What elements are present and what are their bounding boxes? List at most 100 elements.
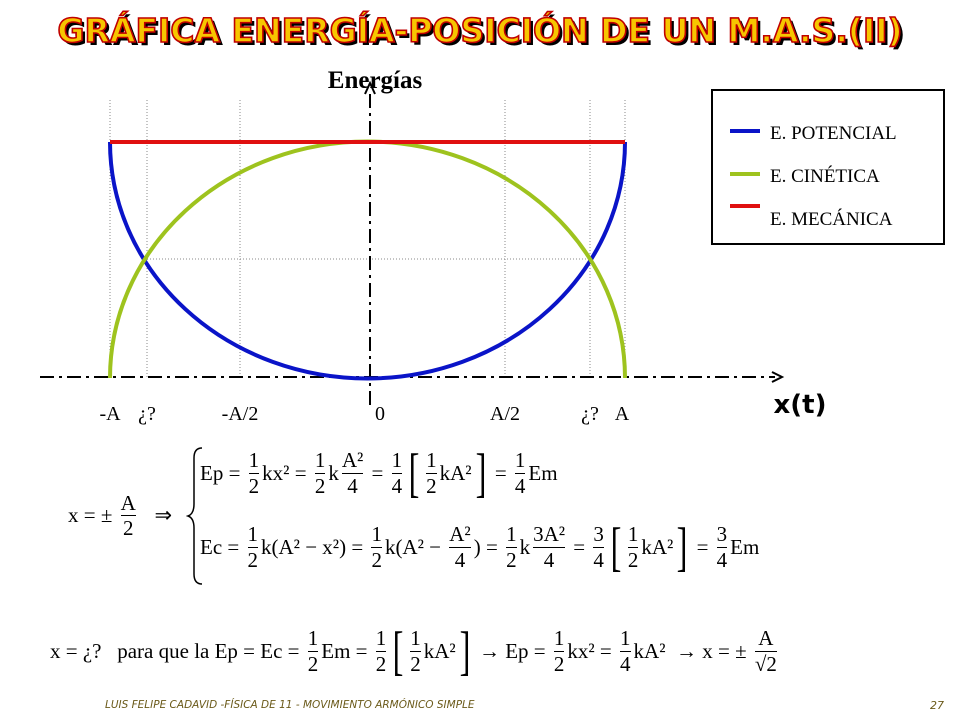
equation: x = ¿? para que la Ep = Ec = 1 2 Em = 1 2[1… [50, 624, 780, 678]
denominator: √2 [754, 651, 777, 676]
fraction-bar [716, 546, 728, 548]
numerator: 1 [247, 522, 259, 547]
fraction-bar [391, 472, 403, 474]
footer: LUIS FELIPE CADAVID -FÍSICA DE 11 - MOVI… [105, 699, 475, 711]
x-tick-label: ¿? [138, 403, 156, 425]
numerator: 3 [593, 522, 604, 547]
denominator: 4 [593, 547, 604, 572]
math-text: ⇒ [138, 503, 173, 528]
fraction-bar [627, 546, 639, 548]
y-label: Energías [328, 67, 423, 94]
fraction-bar [120, 515, 136, 517]
x-label: x(t) [774, 390, 827, 420]
numerator: A² [341, 448, 364, 473]
x-tick-label: -A [99, 403, 121, 425]
fraction-bar [314, 472, 326, 474]
numerator: 1 [248, 448, 260, 473]
bracket: ] [676, 517, 688, 577]
denominator: 2 [627, 547, 639, 572]
denominator: 2 [122, 516, 134, 541]
numerator: 1 [314, 448, 326, 473]
legend-box [711, 89, 945, 245]
x-tick-label: A [615, 403, 630, 425]
fraction-bar [307, 650, 319, 652]
equation: Ep = 1 2 kx² = 1 2 k A² 4 = 1 4[1 2 kA²] = 1 4 Em [200, 446, 558, 500]
denominator: 2 [410, 651, 421, 676]
brace [186, 447, 203, 585]
fraction-bar [533, 546, 566, 548]
fraction-bar [248, 472, 260, 474]
denominator: 2 [506, 547, 517, 572]
legend-label: E. CINÉTICA [770, 165, 880, 187]
numerator: 1 [375, 626, 387, 651]
math-text: k [519, 534, 531, 559]
numerator: 1 [514, 448, 526, 473]
math-text: = [691, 534, 714, 559]
math-text: x = ± [68, 503, 118, 528]
math-text: k(A² − [384, 534, 447, 559]
x-tick-label: ¿? [581, 403, 599, 425]
math-text: Em [528, 460, 558, 485]
denominator: 4 [454, 547, 466, 572]
x-tick-label: 0 [375, 403, 385, 425]
math-text: = [489, 460, 512, 485]
math-text: k(A² − x²) = [261, 534, 369, 559]
denominator: 4 [620, 651, 631, 676]
denominator: 2 [247, 547, 259, 572]
denominator: 4 [543, 547, 555, 572]
numerator: A² [449, 522, 471, 547]
title-shadow: GRÁFICA ENERGÍA-POSICIÓN DE UN M.A.S.(II… [60, 13, 905, 53]
fraction-bar [426, 472, 437, 474]
fraction-bar [514, 472, 526, 474]
denominator: 2 [371, 547, 382, 572]
legend-label: E. MECÁNICA [770, 208, 893, 230]
denominator: 2 [426, 473, 437, 498]
fraction-bar [375, 650, 387, 652]
fraction-bar [247, 546, 258, 548]
numerator: 3 [716, 522, 728, 547]
y-arrow [364, 80, 376, 95]
math-text: Ep = [200, 460, 246, 485]
bracket: [ [392, 621, 404, 681]
denominator: 2 [375, 651, 387, 676]
numerator: 1 [426, 448, 437, 473]
math-text: kx² = [567, 638, 618, 663]
kinetic-curve [108, 139, 627, 379]
math-text: kA² [641, 534, 674, 559]
bracket: [ [408, 443, 420, 503]
page-number: 27 [930, 699, 944, 712]
math-text: Ec = [200, 534, 245, 559]
fraction-bar [506, 546, 517, 548]
math-text: kA² → x = ± [633, 638, 752, 663]
guides [109, 100, 626, 378]
fraction-bar [754, 650, 777, 652]
x-tick-label: -A/2 [222, 403, 259, 425]
fraction: A √2 [754, 627, 777, 676]
math-text: k [328, 460, 339, 485]
math-text: Em [730, 534, 760, 559]
legend-label: E. POTENCIAL [770, 123, 897, 144]
denominator: 2 [248, 473, 260, 498]
math-text: Em = [321, 638, 373, 663]
math-text: → Ep = [473, 638, 551, 663]
fraction-bar [341, 472, 364, 474]
fraction-bar [553, 650, 565, 652]
potential-curve [108, 141, 627, 381]
denominator: 4 [716, 547, 728, 572]
bracket: ] [459, 621, 471, 681]
